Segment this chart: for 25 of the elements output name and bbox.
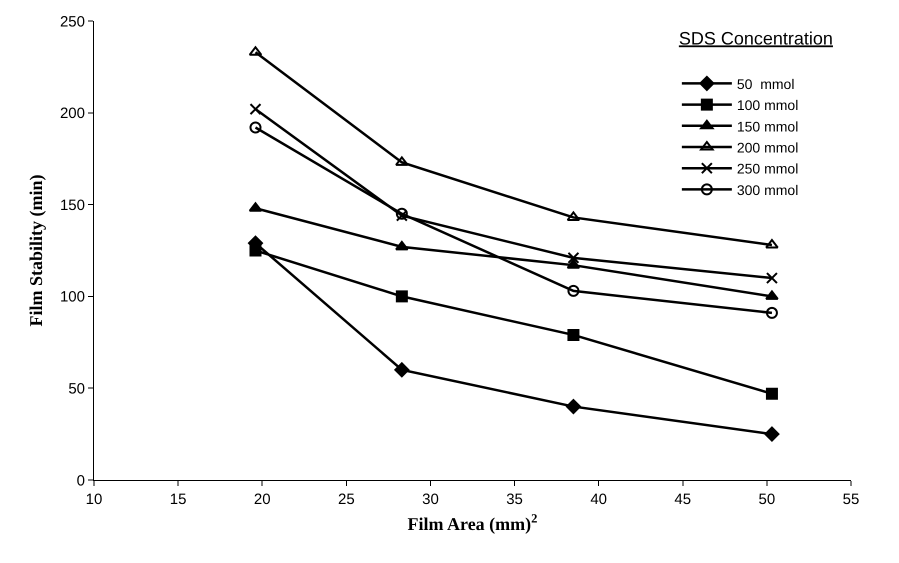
legend-label: 250 mmol [736, 160, 798, 177]
y-tick-label: 200 [60, 105, 85, 122]
legend-label: 50 mmol [736, 76, 794, 92]
x-tick-label: 45 [674, 491, 692, 508]
x-tick-label: 10 [86, 491, 102, 508]
y-tick-label: 250 [60, 13, 85, 30]
x-tick-label: 55 [842, 491, 860, 508]
x-tick-label: 50 [758, 491, 776, 508]
x-tick-label: 15 [170, 491, 186, 508]
y-axis-title: Film Stability (min) [26, 174, 46, 326]
x-tick-label: 40 [590, 491, 608, 508]
x-tick-label: 30 [422, 491, 439, 508]
y-tick-label: 50 [68, 380, 85, 398]
y-tick-label: 150 [60, 196, 85, 214]
legend-label: 200 mmol [736, 139, 798, 156]
legend-title: SDS Concentration [678, 28, 833, 48]
x-tick-label: 35 [506, 491, 523, 508]
legend-label: 100 mmol [736, 97, 798, 114]
legend-label: 150 mmol [736, 118, 798, 134]
legend-label: 300 mmol [736, 182, 798, 198]
x-tick-label: 25 [338, 491, 355, 508]
x-axis-title: Film Area (mm)$^{2}$ [408, 512, 538, 534]
y-tick-label: 0 [76, 472, 85, 490]
y-tick-label: 100 [60, 288, 85, 306]
x-tick-label: 20 [254, 491, 271, 508]
